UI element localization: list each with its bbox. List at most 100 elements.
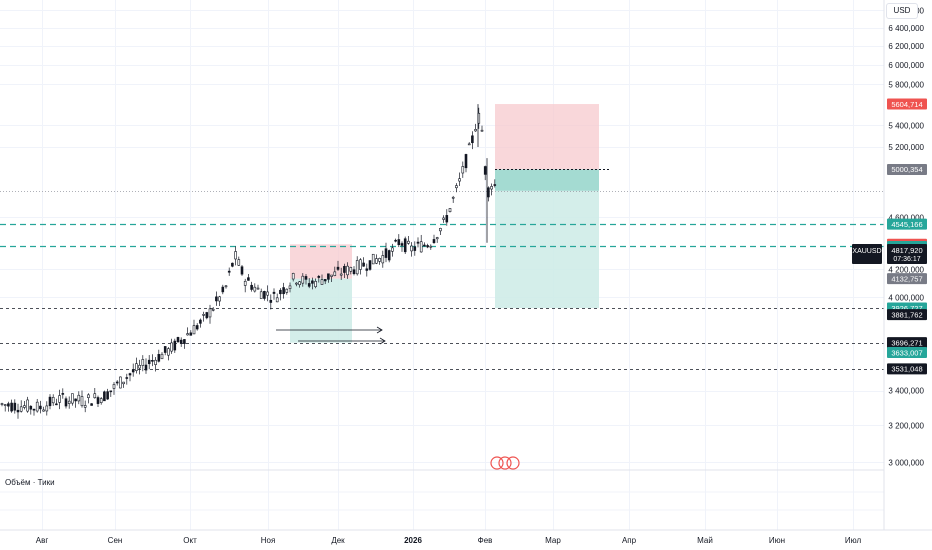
candle-body: [42, 409, 45, 412]
candle-body: [474, 129, 477, 132]
candle-body: [375, 258, 378, 264]
candle-body: [327, 273, 330, 280]
price-tag-label: 3633,007: [891, 348, 922, 357]
symbol-label: XAUUSD: [852, 248, 881, 255]
candle-body: [90, 403, 93, 406]
x-tick-label: Апр: [622, 536, 637, 545]
price-tag-bg: [887, 347, 927, 359]
candle-body: [275, 297, 279, 303]
position-zones: [290, 104, 610, 343]
candle-body: [317, 276, 321, 278]
y-tick-label: 5 200,000: [888, 143, 924, 152]
candle-body: [285, 288, 289, 293]
candle-body: [16, 409, 20, 413]
candles: [0, 104, 497, 419]
price-tag-bg: [887, 218, 927, 230]
candle-body: [77, 394, 81, 402]
candle-body: [416, 241, 420, 244]
candle-body: [387, 250, 391, 261]
candle-body: [413, 246, 417, 251]
candle-body: [99, 398, 103, 403]
candle-body: [259, 291, 263, 299]
y-tick-label: 6 000,000: [888, 61, 924, 70]
candle-body: [26, 399, 29, 412]
candle-body: [205, 312, 209, 319]
candle-body: [135, 363, 138, 371]
x-tick-label: Июн: [769, 536, 785, 545]
candle-body: [215, 296, 218, 302]
candle-body: [365, 268, 369, 271]
candle-body: [74, 398, 77, 402]
candle-body: [250, 284, 253, 290]
candle-body: [167, 348, 170, 356]
candle-body: [131, 369, 135, 373]
candle-body: [45, 405, 49, 412]
candle-body: [147, 359, 151, 365]
candle-body: [186, 333, 189, 336]
candle-body: [157, 354, 161, 362]
candle-body: [253, 286, 257, 292]
price-tag-label: 3531,048: [891, 365, 922, 374]
candle-body: [381, 255, 385, 264]
candle-body: [122, 381, 125, 385]
y-axis-ticks: 3 000,000 3 200,000 3 400,000 4 000,000 4 20…: [888, 6, 924, 467]
candle-body: [19, 406, 23, 412]
candle-body: [368, 260, 372, 270]
candle-body: [451, 196, 455, 199]
candle-body: [243, 280, 247, 286]
candle-body: [483, 166, 487, 175]
candle-body: [426, 245, 429, 248]
candle-body: [48, 396, 52, 407]
x-tick-label: Ноя: [261, 536, 276, 545]
candle-body: [445, 215, 449, 223]
countdown-value: 07:36:17: [893, 256, 920, 263]
candle-body: [61, 393, 65, 395]
candle-body: [23, 405, 26, 408]
y-tick-label: 4 200,000: [888, 265, 924, 274]
candle-body: [336, 266, 340, 270]
candle-body: [256, 287, 260, 290]
price-tag-label: 3881,762: [891, 310, 922, 319]
candle-body: [55, 403, 58, 406]
candle-body: [282, 287, 285, 295]
price-tag-label: 3696,271: [891, 338, 922, 347]
candle-body: [231, 262, 234, 267]
candle-body: [263, 291, 266, 299]
candle-body: [266, 291, 269, 296]
grid-lines: [0, 0, 884, 530]
candle-body: [362, 262, 365, 267]
candle-body: [160, 353, 164, 360]
candle-body: [179, 339, 183, 344]
candle-body: [144, 364, 148, 371]
candle-body: [173, 340, 177, 351]
candle-body: [403, 238, 407, 253]
candle-body: [227, 270, 231, 273]
candle-body: [480, 129, 484, 132]
candle-body: [32, 408, 36, 411]
entry-band: [495, 169, 599, 191]
candle-body: [279, 289, 282, 295]
stop-zone: [290, 244, 352, 279]
x-tick-label: Авг: [36, 536, 49, 545]
candle-body: [349, 267, 353, 272]
price-tag-bg: [887, 363, 927, 375]
price-tag-bg: [887, 309, 927, 321]
price-tag-bg: [887, 273, 927, 285]
candle-body: [461, 166, 465, 174]
candle-body: [119, 376, 122, 389]
candle-body: [221, 286, 225, 293]
candle-body: [330, 274, 333, 277]
candle-body: [359, 259, 362, 270]
currency-button[interactable]: USD: [886, 3, 918, 19]
candle-body: [298, 281, 301, 286]
candle-body: [272, 291, 276, 294]
candle-body: [199, 319, 202, 324]
candle-body: [80, 396, 84, 407]
candle-body: [170, 342, 173, 352]
candle-body: [237, 259, 241, 266]
candle-body: [394, 239, 397, 242]
x-tick-label: Фев: [478, 536, 493, 545]
candle-body: [7, 403, 10, 407]
candle-body: [176, 337, 180, 343]
